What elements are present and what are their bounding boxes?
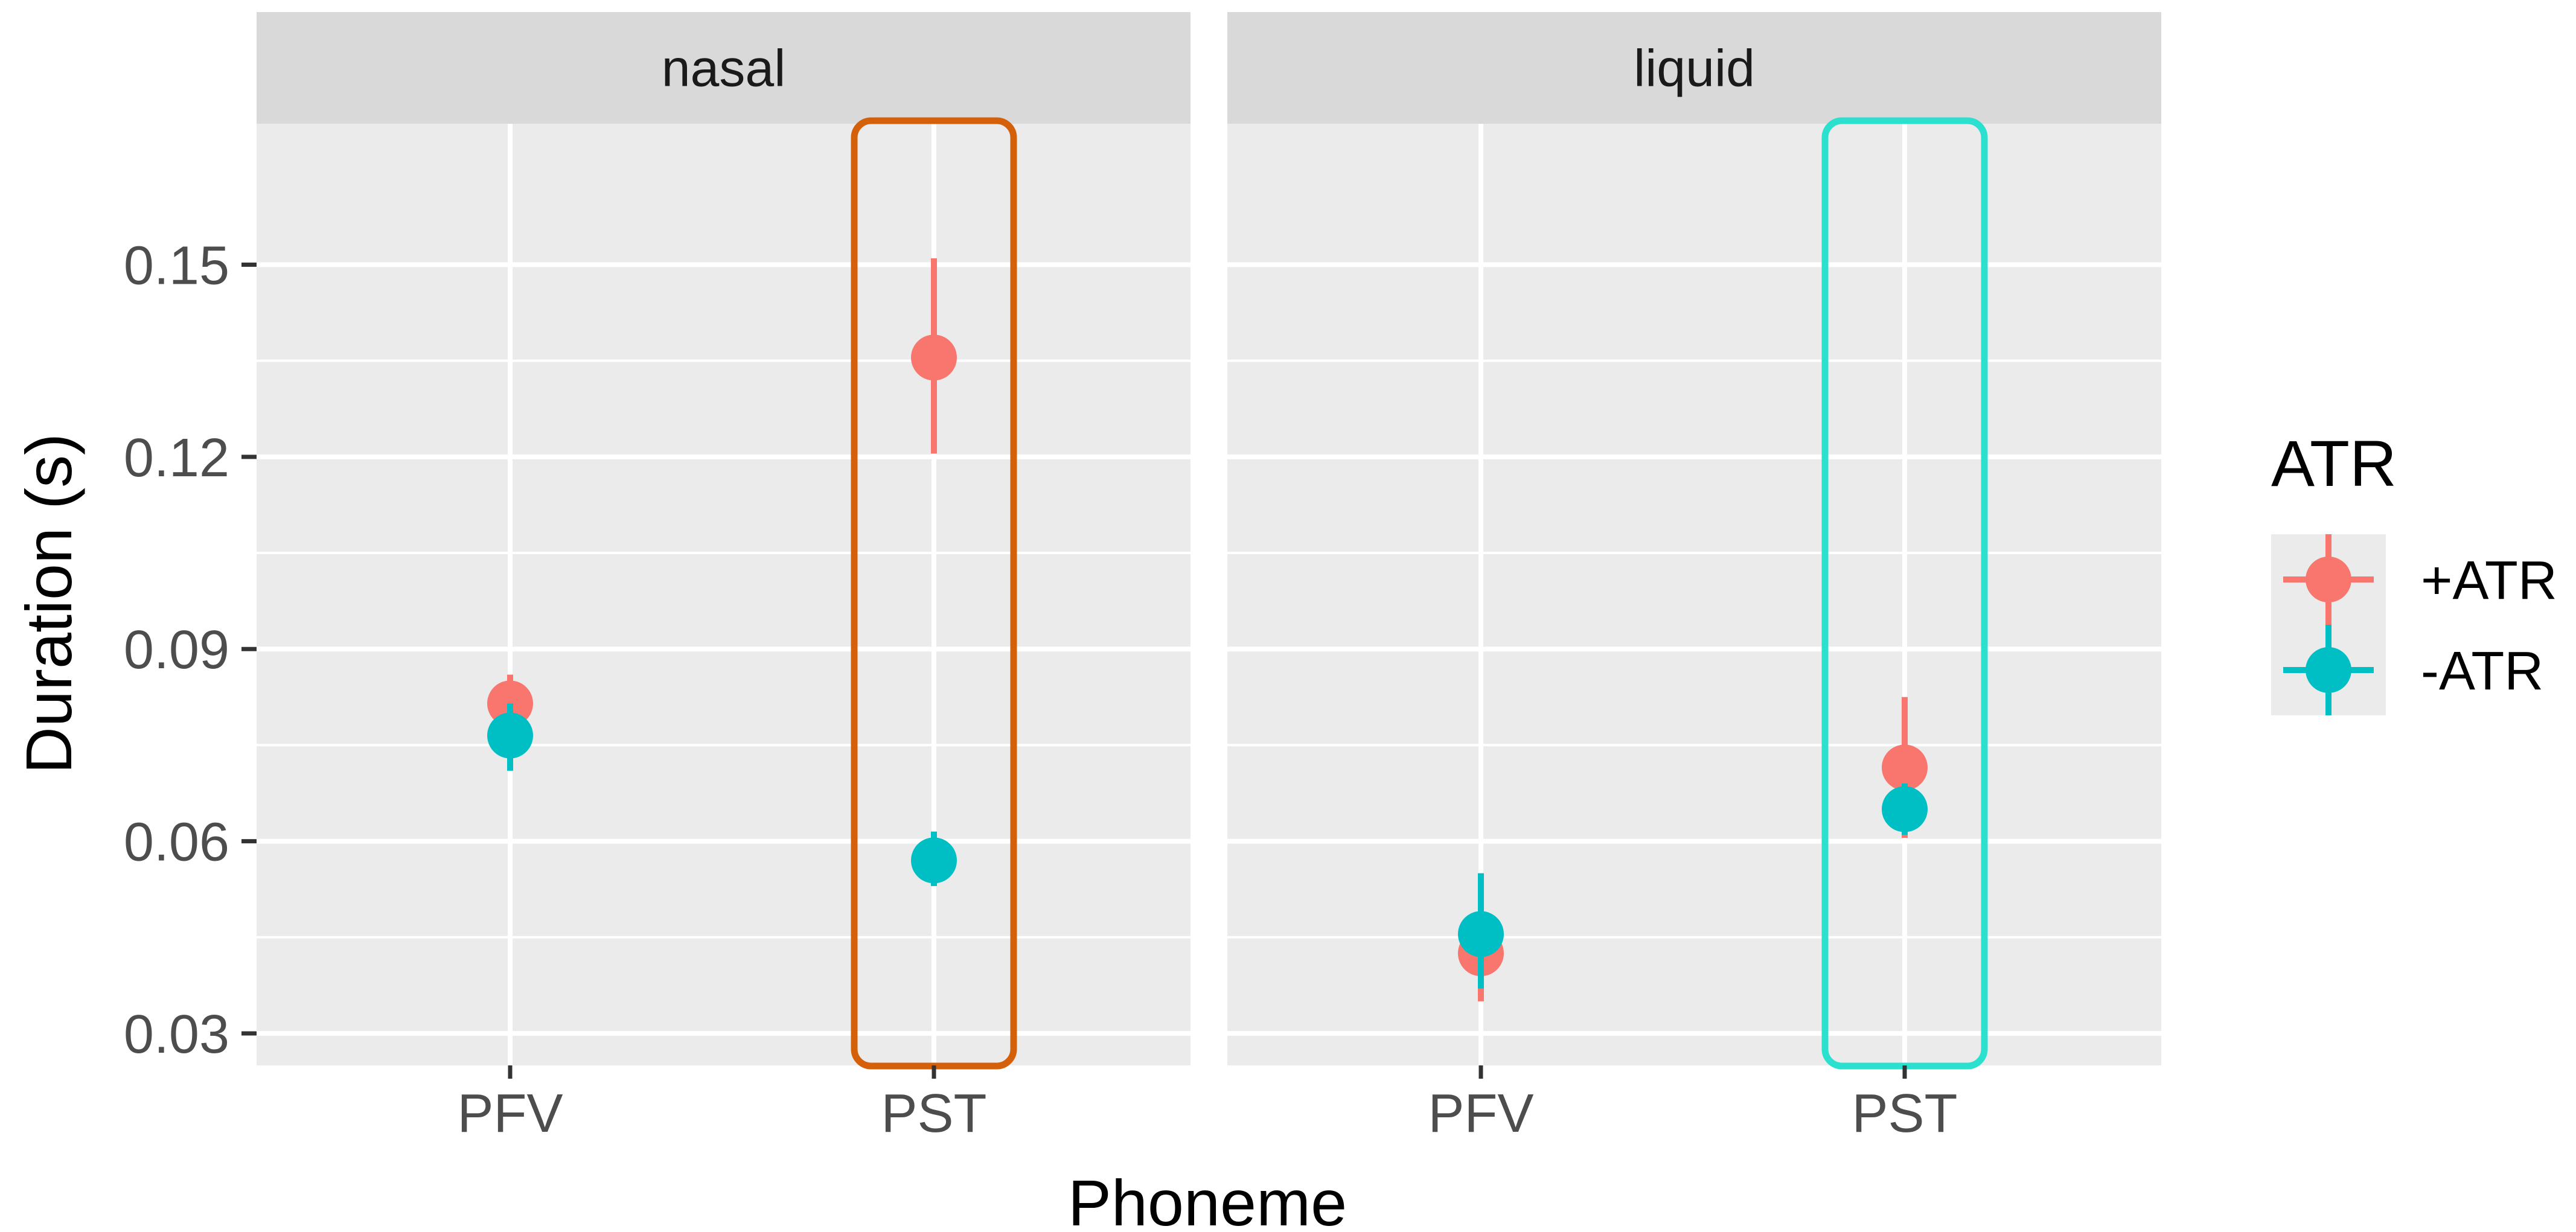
legend: ATR +ATR -ATR [2271, 427, 2557, 715]
x-tick-label: PFV [457, 1084, 563, 1144]
legend-key-point [2306, 557, 2351, 602]
y-tick-label: 0.03 [124, 1004, 229, 1065]
x-tick-label: PST [881, 1084, 986, 1144]
legend-label: +ATR [2421, 551, 2557, 611]
data-point [1882, 744, 1928, 791]
x-axis-title: Phoneme [1068, 1166, 1347, 1232]
data-point [1458, 911, 1504, 957]
legend-key-point [2306, 647, 2351, 693]
legend-label: -ATR [2421, 641, 2543, 701]
facet-liquid: liquid [1227, 12, 2161, 1070]
y-axis-title: Duration (s) [12, 433, 85, 774]
data-point [911, 837, 957, 884]
data-point [911, 334, 957, 381]
y-tick-label: 0.12 [124, 428, 229, 488]
y-axis: 0.03 0.06 0.09 0.12 0.15 [124, 235, 257, 1065]
y-tick-label: 0.06 [124, 812, 229, 873]
legend-item: -ATR [2283, 625, 2543, 715]
x-tick-label: PST [1852, 1084, 1957, 1144]
facet-panels: nasal liquid [257, 12, 2161, 1070]
facet-strip-label: nasal [662, 40, 786, 98]
facet-strip [257, 12, 1191, 124]
legend-title: ATR [2271, 427, 2397, 500]
x-axis: PFV PST PFV PST [457, 1065, 1958, 1144]
y-tick-label: 0.09 [124, 620, 229, 680]
data-point [1882, 786, 1928, 832]
x-tick-label: PFV [1428, 1084, 1533, 1144]
data-point [487, 712, 533, 759]
panel-background [1227, 124, 2161, 1065]
panel-background [257, 124, 1191, 1065]
y-tick-label: 0.15 [124, 235, 229, 296]
facet-nasal: nasal [257, 12, 1191, 1070]
facet-strip-label: liquid [1634, 40, 1755, 98]
facet-strip [1227, 12, 2161, 124]
legend-item: +ATR [2283, 534, 2557, 625]
